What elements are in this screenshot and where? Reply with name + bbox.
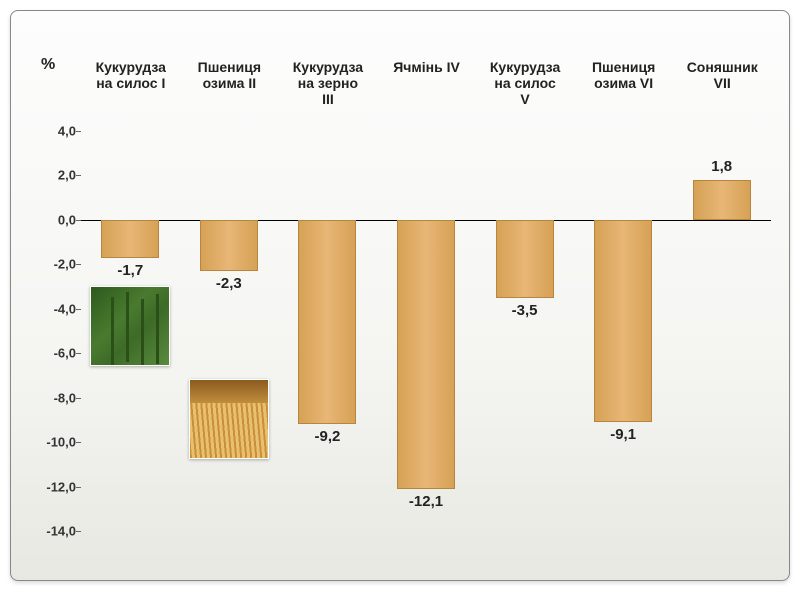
y-tick-mark [76, 531, 81, 532]
y-tick-label: -6,0 [31, 346, 76, 361]
value-label: -12,1 [386, 493, 466, 510]
y-tick-mark [76, 442, 81, 443]
y-tick-label: -8,0 [31, 390, 76, 405]
category-label: Соняшник VII [675, 59, 770, 91]
corn-plant-icon [90, 286, 170, 366]
plot-area: 4,02,00,0-2,0-4,0-6,0-8,0-10,0-12,0-14,0… [81, 131, 771, 531]
category-label: Пшениця озима II [182, 59, 277, 91]
category-label: Кукурудза на зерно III [280, 59, 375, 107]
y-tick-label: 0,0 [31, 212, 76, 227]
bar [397, 220, 455, 489]
category-label: Ячмінь IV [379, 59, 474, 75]
y-tick-mark [76, 487, 81, 488]
bar [594, 220, 652, 422]
y-tick-label: -2,0 [31, 257, 76, 272]
value-label: -9,2 [287, 428, 367, 445]
y-tick-mark [76, 131, 81, 132]
bar [101, 220, 159, 258]
bar [693, 180, 751, 220]
category-label: Кукурудза на силос I [83, 59, 178, 91]
y-tick-mark [76, 309, 81, 310]
y-tick-label: 2,0 [31, 168, 76, 183]
bar [200, 220, 258, 271]
value-label: 1,8 [682, 158, 762, 175]
y-axis-unit: % [41, 56, 55, 74]
y-tick-mark [76, 398, 81, 399]
y-tick-mark [76, 264, 81, 265]
y-tick-mark [76, 353, 81, 354]
value-label: -2,3 [189, 275, 269, 292]
y-tick-label: -12,0 [31, 479, 76, 494]
y-tick-label: -4,0 [31, 301, 76, 316]
category-label: Пшениця озима VI [576, 59, 671, 91]
bar [496, 220, 554, 298]
category-label: Кукурудза на силос V [478, 59, 573, 107]
y-tick-label: -10,0 [31, 435, 76, 450]
chart-frame: % 4,02,00,0-2,0-4,0-6,0-8,0-10,0-12,0-14… [10, 10, 790, 581]
bar [298, 220, 356, 424]
value-label: -1,7 [90, 262, 170, 279]
wheat-field-icon [189, 379, 269, 459]
value-label: -3,5 [485, 302, 565, 319]
y-tick-mark [76, 175, 81, 176]
value-label: -9,1 [583, 426, 663, 443]
y-tick-label: 4,0 [31, 124, 76, 139]
y-tick-label: -14,0 [31, 524, 76, 539]
